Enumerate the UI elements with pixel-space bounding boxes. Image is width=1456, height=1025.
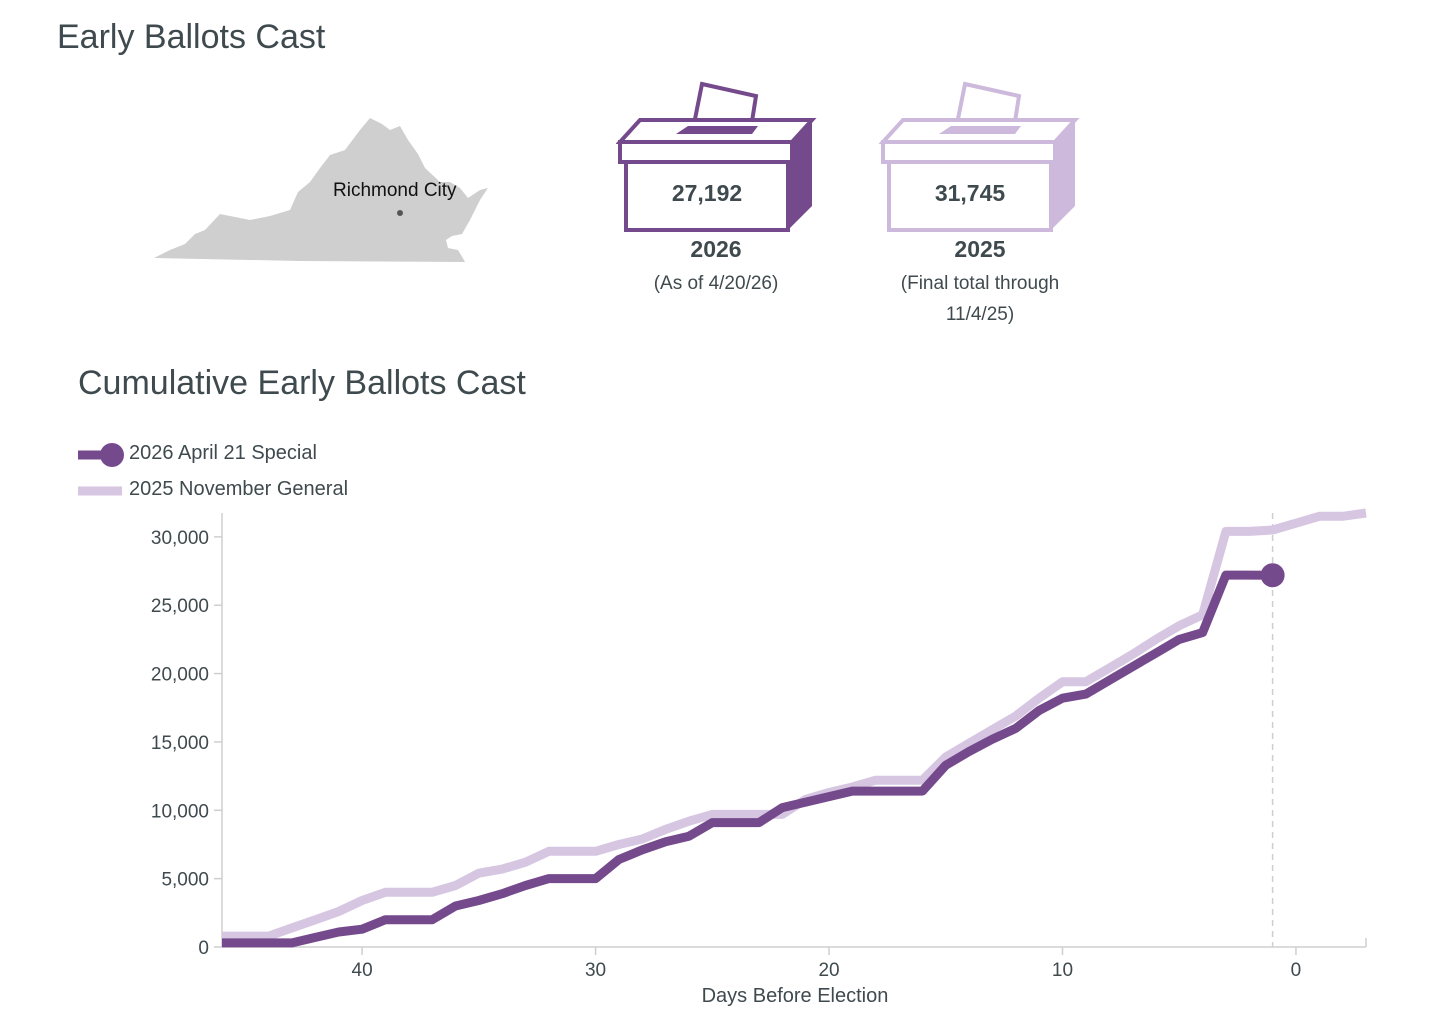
virginia-map xyxy=(154,118,488,262)
ballot-box-2026-note: (As of 4/20/26) xyxy=(653,273,779,294)
map-label: Richmond City xyxy=(333,180,457,201)
series-end-marker-2026 xyxy=(1260,563,1285,588)
ballot-box-2025-value: 31,745 xyxy=(934,180,1006,206)
chart-title: Cumulative Early Ballots Cast xyxy=(78,364,526,402)
series-line-2025 xyxy=(222,508,1367,941)
y-tick-label: 20,000 xyxy=(151,665,209,686)
x-tick-label: 10 xyxy=(1052,960,1073,981)
ballot-box-2026-value: 27,192 xyxy=(671,180,743,206)
x-tick-label: 20 xyxy=(818,960,839,981)
y-tick-label: 0 xyxy=(198,938,209,959)
ballot-box-2026: 27,192 xyxy=(616,80,821,240)
legend-swatch-2025 xyxy=(78,486,122,496)
x-axis-title: Days Before Election xyxy=(702,985,889,1007)
ballot-box-2025-note-line1: (Final total through xyxy=(900,273,1060,294)
ballot-box-2026-year: 2026 xyxy=(690,236,742,262)
x-tick-label: 30 xyxy=(585,960,606,981)
y-tick-label: 10,000 xyxy=(151,801,209,822)
virginia-state-shape xyxy=(154,118,488,262)
y-tick-label: 15,000 xyxy=(151,733,209,754)
ballot-box-2025-icon xyxy=(879,81,1080,232)
x-tick-label: 40 xyxy=(352,960,373,981)
x-tick-label: 0 xyxy=(1291,960,1302,981)
y-tick-label: 5,000 xyxy=(161,870,209,891)
richmond-city-marker xyxy=(397,210,403,216)
page-title: Early Ballots Cast xyxy=(57,18,326,56)
ballot-box-2025: 31,745 xyxy=(879,80,1084,240)
ballot-box-2026-icon xyxy=(616,81,817,232)
legend-label-2025: 2025 November General xyxy=(129,478,349,500)
legend-label-2026: 2026 April 21 Special xyxy=(129,442,317,464)
ballot-box-2025-note-line2: 11/4/25) xyxy=(945,304,1015,325)
y-tick-label: 30,000 xyxy=(151,528,209,549)
legend-swatch-2026 xyxy=(78,443,124,467)
ballot-box-2025-year: 2025 xyxy=(954,236,1006,262)
y-tick-label: 25,000 xyxy=(151,596,209,617)
series-line-2026 xyxy=(222,570,1273,948)
